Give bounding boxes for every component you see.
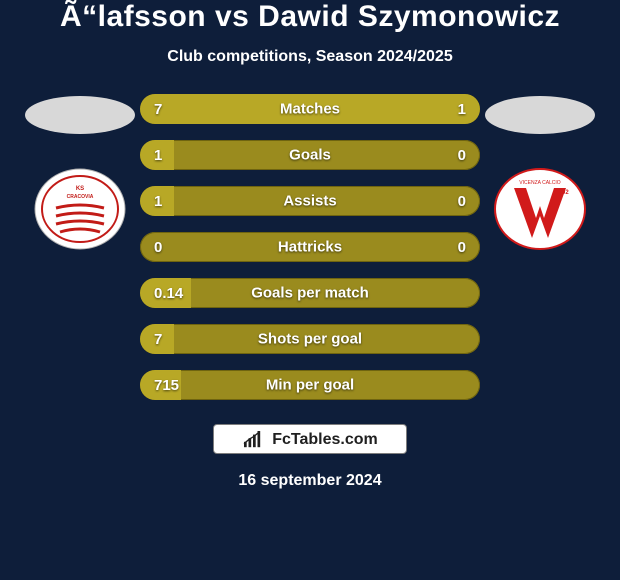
player-left-col: KS CRACOVIA bbox=[20, 94, 140, 250]
stat-label: Matches bbox=[280, 101, 340, 118]
stat-bars: 7 Matches 1 1 Goals 0 1 Assists 0 0 Hattricks 0 0.14… bbox=[140, 94, 480, 400]
brand-badge: FcTables.com bbox=[213, 424, 407, 454]
svg-text:VICENZA CALCIO: VICENZA CALCIO bbox=[519, 180, 561, 186]
stat-value-left: 0 bbox=[140, 239, 176, 256]
cracovia-crest-icon: KS CRACOVIA bbox=[34, 168, 126, 250]
stat-label: Min per goal bbox=[266, 377, 354, 394]
stat-row: 715 Min per goal bbox=[140, 370, 480, 400]
stat-value-left: 1 bbox=[140, 193, 176, 210]
club-left-badge: KS CRACOVIA bbox=[34, 168, 126, 250]
stat-row: 7 Shots per goal bbox=[140, 324, 480, 354]
stat-row: 1 Goals 0 bbox=[140, 140, 480, 170]
stat-value-left: 1 bbox=[140, 147, 176, 164]
stat-value-right: 0 bbox=[444, 239, 480, 256]
stat-value-right: 0 bbox=[444, 147, 480, 164]
stat-label: Assists bbox=[283, 193, 336, 210]
infographic-root: Ã“lafsson vs Dawid Szymonowicz Club comp… bbox=[0, 0, 620, 580]
player-right-col: VICENZA CALCIO 1902 bbox=[480, 94, 600, 250]
stat-label: Hattricks bbox=[278, 239, 342, 256]
footer-date: 16 september 2024 bbox=[238, 472, 381, 490]
chart-icon bbox=[242, 431, 264, 449]
comparison-area: KS CRACOVIA 7 Matches 1 1 Goals 0 1 Assists 0 0 Ha… bbox=[0, 94, 620, 400]
brand-text: FcTables.com bbox=[272, 431, 378, 449]
stat-label: Goals bbox=[289, 147, 331, 164]
stat-row: 7 Matches 1 bbox=[140, 94, 480, 124]
club-right-badge: VICENZA CALCIO 1902 bbox=[494, 168, 586, 250]
stat-row: 0.14 Goals per match bbox=[140, 278, 480, 308]
stat-value-left: 7 bbox=[140, 101, 176, 118]
page-title: Ã“lafsson vs Dawid Szymonowicz bbox=[60, 0, 560, 34]
subtitle: Club competitions, Season 2024/2025 bbox=[167, 48, 452, 66]
stat-value-right: 0 bbox=[444, 193, 480, 210]
stat-value-left: 715 bbox=[140, 377, 193, 394]
stat-row: 0 Hattricks 0 bbox=[140, 232, 480, 262]
stat-value-left: 0.14 bbox=[140, 285, 197, 302]
vicenza-crest-icon: VICENZA CALCIO 1902 bbox=[494, 168, 586, 250]
player-right-avatar-placeholder bbox=[485, 96, 595, 134]
stat-label: Shots per goal bbox=[258, 331, 362, 348]
stat-row: 1 Assists 0 bbox=[140, 186, 480, 216]
player-left-avatar-placeholder bbox=[25, 96, 135, 134]
stat-value-left: 7 bbox=[140, 331, 176, 348]
svg-text:CRACOVIA: CRACOVIA bbox=[67, 194, 94, 200]
stat-value-right: 1 bbox=[444, 101, 480, 118]
svg-text:KS: KS bbox=[76, 186, 84, 192]
stat-label: Goals per match bbox=[251, 285, 369, 302]
